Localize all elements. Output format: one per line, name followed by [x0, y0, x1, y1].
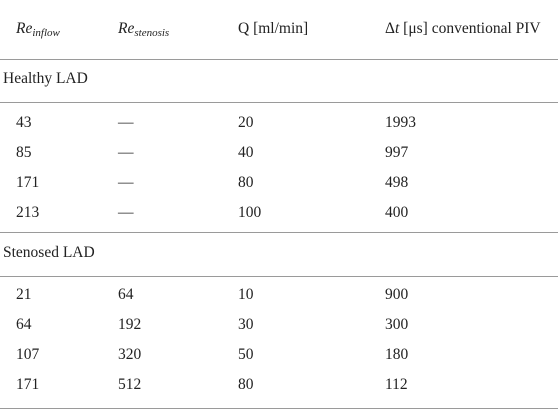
header-re-inflow: Reinflow: [16, 19, 60, 39]
header-rule: [0, 59, 558, 60]
cell-re-stenosis: 64: [118, 286, 134, 303]
cell-re-inflow: 171: [16, 376, 40, 393]
header-delta-t: Δt [μs] conventional PIV: [385, 19, 541, 39]
header-flow-rate: Q [ml/min]: [238, 20, 309, 37]
header-re-inflow-sub: inflow: [32, 27, 60, 39]
cell-re-inflow: 107: [16, 346, 40, 363]
group-rule-healthy: [0, 102, 558, 103]
group-label-healthy: Healthy LAD: [3, 70, 88, 87]
header-re-stenosis-sub: stenosis: [134, 27, 170, 39]
header-re-inflow-base: Re: [16, 20, 33, 37]
cell-delta-t: 112: [385, 376, 408, 393]
cell-delta-t: 180: [385, 346, 409, 363]
header-delta-symbol: Δ: [385, 20, 395, 37]
cell-re-stenosis: —: [118, 204, 134, 221]
header-re-stenosis: Restenosis: [118, 19, 169, 39]
cell-flow-rate: 80: [238, 174, 254, 191]
cell-re-stenosis: —: [118, 144, 134, 161]
cell-re-stenosis: —: [118, 174, 134, 191]
cell-flow-rate: 40: [238, 144, 254, 161]
cell-delta-t: 498: [385, 174, 409, 191]
cell-re-inflow: 85: [16, 144, 32, 161]
cell-flow-rate: 10: [238, 286, 254, 303]
cell-delta-t: 300: [385, 316, 409, 333]
cell-delta-t: 997: [385, 144, 409, 161]
cell-re-stenosis: 512: [118, 376, 142, 393]
cell-flow-rate: 100: [238, 204, 262, 221]
cell-re-inflow: 171: [16, 174, 40, 191]
group-separator-rule: [0, 232, 558, 233]
bottom-rule: [0, 408, 558, 409]
cell-re-stenosis: 192: [118, 316, 142, 333]
cell-flow-rate: 80: [238, 376, 254, 393]
cell-re-stenosis: —: [118, 114, 134, 131]
cell-delta-t: 400: [385, 204, 409, 221]
group-label-stenosed: Stenosed LAD: [3, 244, 95, 261]
cell-delta-t: 1993: [385, 114, 416, 131]
header-re-stenosis-base: Re: [118, 20, 135, 37]
cell-re-inflow: 21: [16, 286, 32, 303]
cell-re-inflow: 43: [16, 114, 32, 131]
cell-flow-rate: 50: [238, 346, 254, 363]
cell-delta-t: 900: [385, 286, 409, 303]
header-delta-rest: [μs] conventional PIV: [399, 20, 541, 37]
group-rule-stenosed: [0, 276, 558, 277]
cell-re-inflow: 213: [16, 204, 40, 221]
cell-re-stenosis: 320: [118, 346, 142, 363]
cell-re-inflow: 64: [16, 316, 32, 333]
cell-flow-rate: 20: [238, 114, 254, 131]
header-delta-var: t: [394, 20, 400, 37]
cell-flow-rate: 30: [238, 316, 254, 333]
